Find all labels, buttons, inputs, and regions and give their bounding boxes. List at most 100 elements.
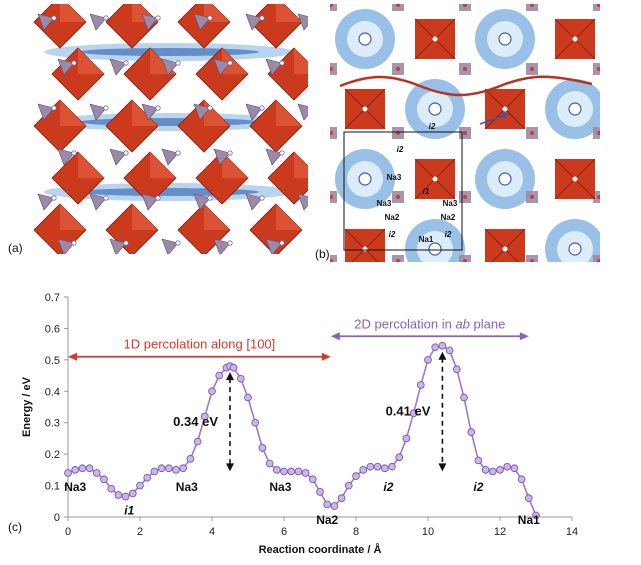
- oxygen-atom: [330, 4, 333, 7]
- tetrahedron: [593, 63, 600, 75]
- site-label: Na1: [419, 235, 434, 244]
- sodium-atom: [103, 195, 109, 201]
- sodium-atom: [207, 15, 213, 21]
- panel-a-label: (a): [8, 241, 23, 255]
- sodium-atom: [123, 150, 129, 156]
- arrow-head: [330, 332, 340, 341]
- data-point: [258, 444, 267, 452]
- percolation-label: 2D percolation in ab plane: [354, 316, 505, 331]
- octahedron-face: [294, 152, 308, 178]
- site-label: Na3: [64, 480, 86, 494]
- data-point: [251, 418, 260, 427]
- data-point: [438, 341, 447, 350]
- data-point: [380, 464, 389, 473]
- tetrahedron: [593, 4, 600, 11]
- site-label: i1: [124, 504, 134, 518]
- x-tick-label: 2: [137, 526, 143, 538]
- oxygen-atom: [463, 4, 467, 7]
- tetrahedron: [392, 255, 404, 262]
- tetrahedron: [330, 255, 337, 262]
- sodium-atom: [71, 240, 77, 246]
- data-point: [316, 488, 324, 496]
- octahedron-face: [78, 48, 104, 74]
- tetrahedron: [109, 238, 127, 254]
- data-point: [488, 467, 497, 476]
- oxygen-atom: [530, 131, 534, 135]
- data-point: [107, 484, 116, 493]
- tetrahedron: [161, 238, 179, 254]
- site-label: i2: [429, 122, 436, 131]
- percolation-label: 1D percolation along [100]: [124, 337, 276, 352]
- oxygen-atom: [330, 259, 333, 262]
- data-point: [352, 472, 360, 480]
- data-point: [64, 469, 72, 477]
- y-tick-label: 0.5: [45, 355, 60, 367]
- data-point: [128, 489, 137, 498]
- data-point: [517, 475, 526, 484]
- site-label: i2: [389, 230, 396, 239]
- data-point: [236, 374, 245, 383]
- arrow-head: [519, 332, 529, 341]
- data-point: [395, 453, 404, 462]
- tetrahedron: [37, 193, 55, 211]
- sodium-site: [358, 32, 372, 46]
- octahedron-face: [204, 204, 230, 230]
- data-point: [308, 475, 317, 484]
- sodium-atom: [175, 150, 181, 156]
- data-point: [366, 462, 375, 471]
- sodium-site: [498, 32, 512, 46]
- oxygen-atom: [530, 195, 534, 199]
- sodium-atom: [51, 105, 57, 111]
- site-label: Na3: [443, 199, 458, 208]
- center-atom: [362, 246, 368, 252]
- data-point: [388, 462, 396, 471]
- data-point: [179, 464, 188, 473]
- tetrahedron: [297, 103, 308, 121]
- tetrahedron: [161, 58, 179, 76]
- tetrahedron: [265, 148, 283, 166]
- y-tick-label: 0.3: [45, 418, 60, 430]
- tetrahedron: [330, 191, 337, 203]
- center-atom: [572, 36, 578, 42]
- site-label: Na2: [316, 513, 338, 527]
- sodium-site: [568, 242, 582, 256]
- tetrahedron: [193, 193, 211, 211]
- data-point: [164, 464, 173, 473]
- tetrahedron: [330, 63, 337, 75]
- site-label: i1: [423, 187, 430, 196]
- octahedron-face: [276, 4, 302, 22]
- center-atom: [502, 106, 508, 112]
- tetrahedron: [265, 58, 283, 76]
- tetrahedron: [57, 58, 75, 76]
- tetrahedron: [245, 103, 263, 121]
- data-point: [409, 409, 418, 418]
- tetrahedron: [297, 13, 308, 31]
- sodium-site: [358, 172, 372, 186]
- y-tick-label: 0.4: [45, 386, 60, 398]
- data-point: [244, 393, 252, 402]
- tetrahedron: [193, 103, 211, 121]
- sodium-atom: [103, 105, 109, 111]
- sodium-atom: [227, 150, 233, 156]
- octahedron: [345, 229, 385, 262]
- data-point: [373, 462, 382, 471]
- oxygen-atom: [530, 4, 534, 7]
- tetrahedron: [89, 193, 107, 211]
- barrier-label: 0.41 eV: [386, 404, 431, 419]
- sodium-atom: [227, 60, 233, 66]
- tetrahedron: [161, 148, 179, 166]
- data-point: [503, 462, 512, 471]
- data-point: [524, 494, 533, 502]
- octahedron-face: [60, 204, 86, 230]
- oxygen-atom: [396, 259, 400, 262]
- crystal-structure-b: i2 i2 Na3 i1 Na3 Na3 Na2 Na2 i2 Na1 i2: [330, 4, 600, 262]
- oxygen-atom: [396, 4, 400, 7]
- data-point: [301, 469, 310, 477]
- oxygen-atom: [530, 259, 534, 262]
- data-point: [359, 466, 368, 474]
- tetrahedron: [57, 148, 75, 166]
- data-point: [143, 473, 152, 482]
- oxygen-atom: [597, 131, 600, 135]
- data-point: [460, 393, 468, 402]
- octahedron-face: [132, 204, 158, 230]
